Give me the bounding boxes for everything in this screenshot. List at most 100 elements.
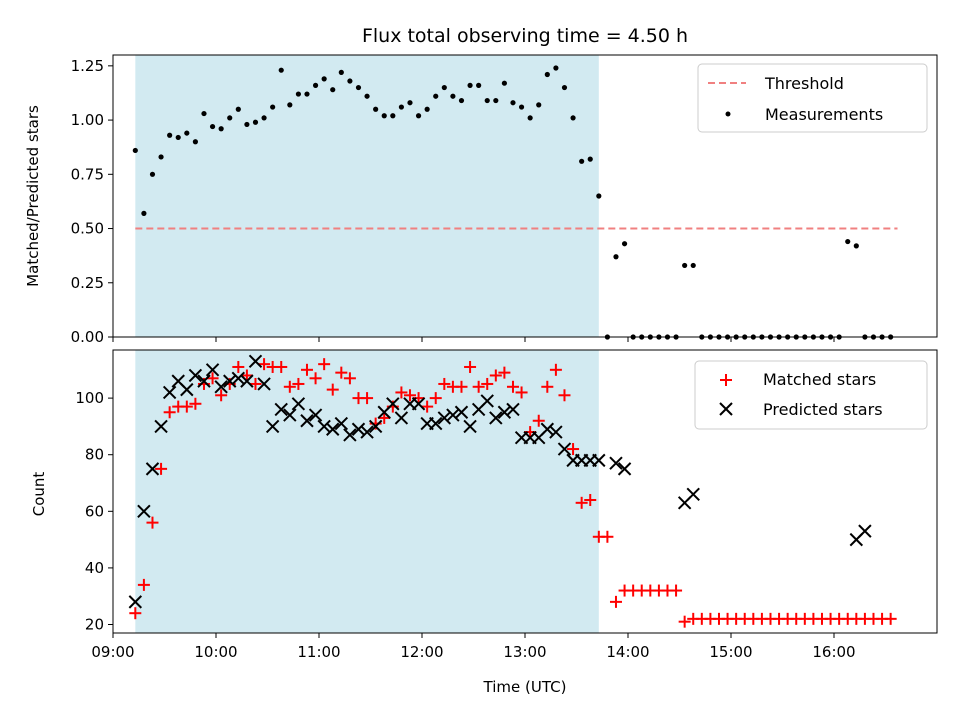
matched-star-point <box>498 366 511 379</box>
matched-star-point <box>609 595 622 608</box>
matched-star-point <box>292 377 305 390</box>
matched-star-point <box>189 397 202 410</box>
predicted-star-point <box>145 462 160 476</box>
legend-threshold-label: Threshold <box>764 74 844 93</box>
bottom-y-tick-label: 60 <box>85 502 104 520</box>
predicted-star-point <box>343 428 357 442</box>
measurement-point <box>158 154 164 160</box>
legend-matched-swatch <box>720 374 732 386</box>
measurement-point <box>518 104 525 110</box>
matched-star-point <box>515 386 528 399</box>
bottom-legend: Matched stars Predicted stars <box>694 360 928 430</box>
measurement-point <box>261 115 267 121</box>
legend-measurements-label: Measurements <box>765 105 883 124</box>
matched-star-point <box>472 380 485 393</box>
bottom-plot-area: 20 40 60 80 100 09:00 10:00 11:00 12:00 13:00 14:0… <box>75 349 938 661</box>
matched-star-point <box>403 389 416 402</box>
measurement-point <box>390 113 396 119</box>
measurement-point <box>252 119 259 125</box>
measurement-point <box>441 84 447 91</box>
x-tick-label: 16:00 <box>812 643 855 661</box>
matched-star-point <box>361 392 374 405</box>
predicted-star-point <box>394 411 409 425</box>
matched-star-point <box>558 389 571 402</box>
measurement-point <box>587 156 593 162</box>
matched-star-point <box>335 366 348 379</box>
predicted-star-point <box>334 416 349 431</box>
legend-predicted-swatch <box>719 402 733 416</box>
predicted-star-point <box>214 380 228 394</box>
top-y-tick-label: 1.25 <box>71 57 104 75</box>
measurement-point <box>270 104 276 110</box>
x-axis-label: Time (UTC) <box>483 678 567 696</box>
measurement-point <box>450 93 456 99</box>
top-y-tick-label: 0.25 <box>71 274 104 292</box>
top-plot-area: 0.00 0.25 0.50 0.75 1.00 1.25 <box>71 54 938 346</box>
matched-star-point <box>215 389 228 402</box>
matched-star-point <box>541 380 554 393</box>
matched-star-point <box>163 406 176 419</box>
measurement-point <box>227 115 233 121</box>
measurement-point <box>244 121 250 128</box>
predicted-star-point <box>205 363 220 377</box>
measurement-point <box>381 113 387 119</box>
predicted-star-point <box>154 419 168 434</box>
measurement-point <box>596 193 602 199</box>
predicted-star-point <box>609 456 623 470</box>
measurement-point <box>553 65 559 71</box>
matched-star-point <box>309 372 322 385</box>
legend-predicted-label: Predicted stars <box>763 400 883 419</box>
predicted-star-point <box>549 425 563 439</box>
predicted-star-point <box>128 595 143 609</box>
measurement-point <box>544 71 550 78</box>
chart-title: Flux total observing time = 4.50 h <box>362 25 688 47</box>
measurement-point <box>355 84 362 91</box>
predicted-star-point <box>411 397 426 411</box>
matched-star-point <box>884 612 897 625</box>
predicted-star-point <box>223 374 237 388</box>
matched-star-point <box>326 383 339 396</box>
measurement-point <box>613 254 619 260</box>
measurement-point <box>330 87 336 93</box>
predicted-star-point <box>180 382 194 397</box>
measurement-point <box>184 130 190 136</box>
matched-star-point <box>532 414 545 427</box>
measurement-point <box>347 78 353 84</box>
matched-star-point <box>378 411 391 424</box>
matched-star-point <box>575 496 588 509</box>
matched-star-point <box>275 360 288 373</box>
predicted-star-point <box>308 408 323 422</box>
matched-star-point <box>249 377 262 390</box>
predicted-star-point <box>265 419 280 434</box>
matched-star-point <box>584 493 597 506</box>
measurement-point <box>287 102 293 108</box>
top-y-tick-label: 1.00 <box>71 111 104 129</box>
matched-star-point <box>283 380 296 393</box>
measurement-point <box>373 106 379 112</box>
measurement-point <box>295 91 301 97</box>
matched-star-point <box>395 386 408 399</box>
predicted-star-point <box>557 442 572 456</box>
top-y-tick-label: 0.00 <box>71 328 104 346</box>
predicted-star-point <box>231 371 246 386</box>
matched-star-point <box>180 400 193 413</box>
measurement-point <box>845 238 851 245</box>
predicted-star-point <box>497 405 512 419</box>
measurement-point <box>364 93 370 99</box>
measurement-point <box>278 67 284 73</box>
measurement-point <box>192 139 198 145</box>
x-tick-label: 15:00 <box>709 643 752 661</box>
x-tick-label: 11:00 <box>297 643 340 661</box>
measurement-point <box>201 110 207 117</box>
measurement-point <box>621 241 628 247</box>
predicted-star-point <box>317 419 331 434</box>
bottom-y-tick-label: 100 <box>75 389 104 407</box>
predicted-star-point <box>188 368 203 383</box>
matched-star-point <box>343 372 356 385</box>
measurement-point <box>167 132 173 138</box>
matched-star-point <box>670 584 683 597</box>
matched-star-point <box>567 443 580 456</box>
predicted-star-point <box>326 422 340 436</box>
predicted-star-point <box>162 385 177 400</box>
bottom-y-tick-label: 80 <box>85 446 104 464</box>
